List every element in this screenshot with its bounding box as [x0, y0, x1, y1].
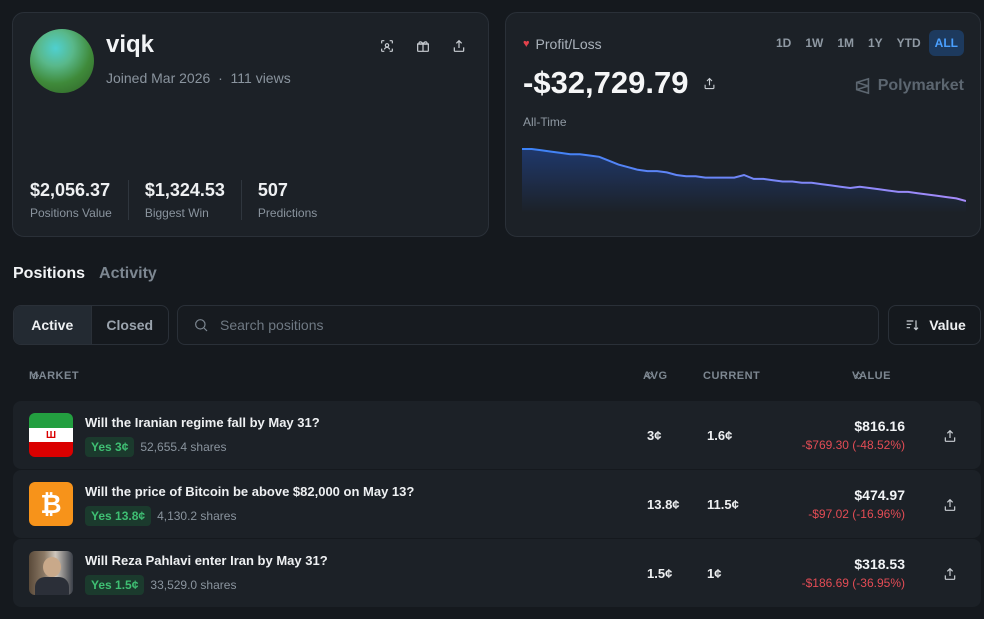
stat-biggest-win: $1,324.53 Biggest Win — [145, 180, 242, 220]
position-filter: Active Closed — [13, 305, 169, 345]
profile-stats: $2,056.37 Positions Value $1,324.53 Bigg… — [30, 180, 349, 220]
avatar — [30, 29, 94, 93]
bitcoin-logo-icon: ₿ — [29, 482, 73, 526]
pnl-change: -$97.02 (-16.96%) — [808, 507, 905, 521]
sort-icon: ◇ — [32, 370, 40, 380]
filter-active-button[interactable]: Active — [14, 306, 92, 344]
gift-icon[interactable] — [414, 37, 432, 55]
range-ytd[interactable]: YTD — [896, 36, 921, 50]
avg-price: 3¢ — [647, 428, 662, 443]
range-1y[interactable]: 1Y — [867, 36, 883, 50]
table-header: MARKET ◇ AVG ◇ CURRENT VALUE ◇ — [29, 370, 891, 382]
range-all[interactable]: ALL — [928, 30, 964, 56]
joined-date: Joined Mar 2026 — [106, 70, 211, 86]
stat-predictions: 507 Predictions — [257, 180, 318, 220]
chart-area — [522, 149, 966, 213]
person-photo-icon — [29, 551, 73, 595]
share-icon[interactable] — [941, 565, 959, 583]
pnl-change: -$769.30 (-48.52%) — [801, 438, 905, 452]
share-icon[interactable] — [941, 427, 959, 445]
avg-price: 13.8¢ — [647, 497, 680, 512]
position-value: $816.16 -$769.30 (-48.52%) — [801, 418, 905, 452]
search-input[interactable] — [220, 317, 820, 333]
sort-icon: ◇ — [855, 370, 863, 380]
header-current: CURRENT — [703, 370, 761, 382]
share-icon[interactable] — [450, 37, 468, 55]
search-box — [177, 305, 879, 345]
chart-line — [522, 148, 966, 202]
period-label: All-Time — [523, 115, 567, 129]
heart-icon: ♥ — [523, 38, 530, 50]
position-meta: Yes 3¢ 52,655.4 shares — [85, 437, 226, 457]
filter-closed-button[interactable]: Closed — [106, 317, 154, 333]
pnl-card: ♥ Profit/Loss 1D 1W 1M 1Y YTD ALL -$32,7… — [505, 12, 981, 237]
scan-icon[interactable] — [378, 37, 396, 55]
position-value: $474.97 -$97.02 (-16.96%) — [808, 487, 905, 521]
profile-card: viqk Joined Mar 2026 · 111 views $2,056.… — [12, 12, 489, 237]
stat-positions-value: $2,056.37 Positions Value — [30, 180, 129, 220]
position-meta: Yes 13.8¢ 4,130.2 shares — [85, 506, 236, 526]
pnl-change: -$186.69 (-36.95%) — [801, 576, 905, 590]
share-icon[interactable] — [941, 496, 959, 514]
brand-logo: Polymarket — [854, 77, 964, 95]
share-count: 33,529.0 shares — [150, 578, 237, 592]
tab-positions[interactable]: Positions — [13, 265, 86, 282]
profile-actions — [378, 37, 468, 55]
polymarket-logo-icon — [855, 77, 869, 95]
pnl-value: -$32,729.79 — [523, 65, 718, 101]
sort-icon — [903, 316, 921, 334]
share-count: 4,130.2 shares — [157, 509, 237, 523]
market-title[interactable]: Will the Iranian regime fall by May 31? — [85, 415, 320, 430]
sort-button[interactable]: Value — [888, 305, 981, 345]
current-price: 11.5¢ — [707, 497, 739, 512]
sort-icon: ◇ — [646, 370, 654, 380]
current-price: 1¢ — [707, 566, 722, 581]
current-price: 1.6¢ — [707, 428, 733, 443]
view-count: 111 views — [230, 70, 291, 86]
market-title[interactable]: Will the price of Bitcoin be above $82,0… — [85, 484, 415, 499]
table-row[interactable]: Will Reza Pahlavi enter Iran by May 31? … — [13, 539, 981, 607]
position-value: $318.53 -$186.69 (-36.95%) — [801, 556, 905, 590]
table-row[interactable]: ₿ Will the price of Bitcoin be above $82… — [13, 470, 981, 538]
profile-meta: Joined Mar 2026 · 111 views — [106, 70, 291, 86]
position-meta: Yes 1.5¢ 33,529.0 shares — [85, 575, 236, 595]
market-title[interactable]: Will Reza Pahlavi enter Iran by May 31? — [85, 553, 328, 568]
avg-price: 1.5¢ — [647, 566, 673, 581]
range-1d[interactable]: 1D — [775, 36, 792, 50]
pnl-label: ♥ Profit/Loss — [523, 36, 602, 52]
time-range-selector: 1D 1W 1M 1Y YTD ALL — [770, 30, 964, 56]
section-tabs: Positions Activity — [13, 265, 157, 283]
outcome-badge: Yes 3¢ — [85, 437, 135, 457]
pnl-chart — [522, 148, 966, 213]
share-icon[interactable] — [700, 74, 718, 92]
table-row[interactable]: Ш Will the Iranian regime fall by May 31… — [13, 401, 981, 469]
range-1w[interactable]: 1W — [805, 36, 824, 50]
range-1m[interactable]: 1M — [837, 36, 854, 50]
username: viqk — [106, 31, 155, 58]
share-count: 52,655.4 shares — [140, 440, 227, 454]
outcome-badge: Yes 13.8¢ — [85, 506, 152, 526]
search-icon — [192, 316, 210, 334]
tab-activity[interactable]: Activity — [99, 265, 157, 282]
outcome-badge: Yes 1.5¢ — [85, 575, 145, 595]
iran-flag-icon: Ш — [29, 413, 73, 457]
